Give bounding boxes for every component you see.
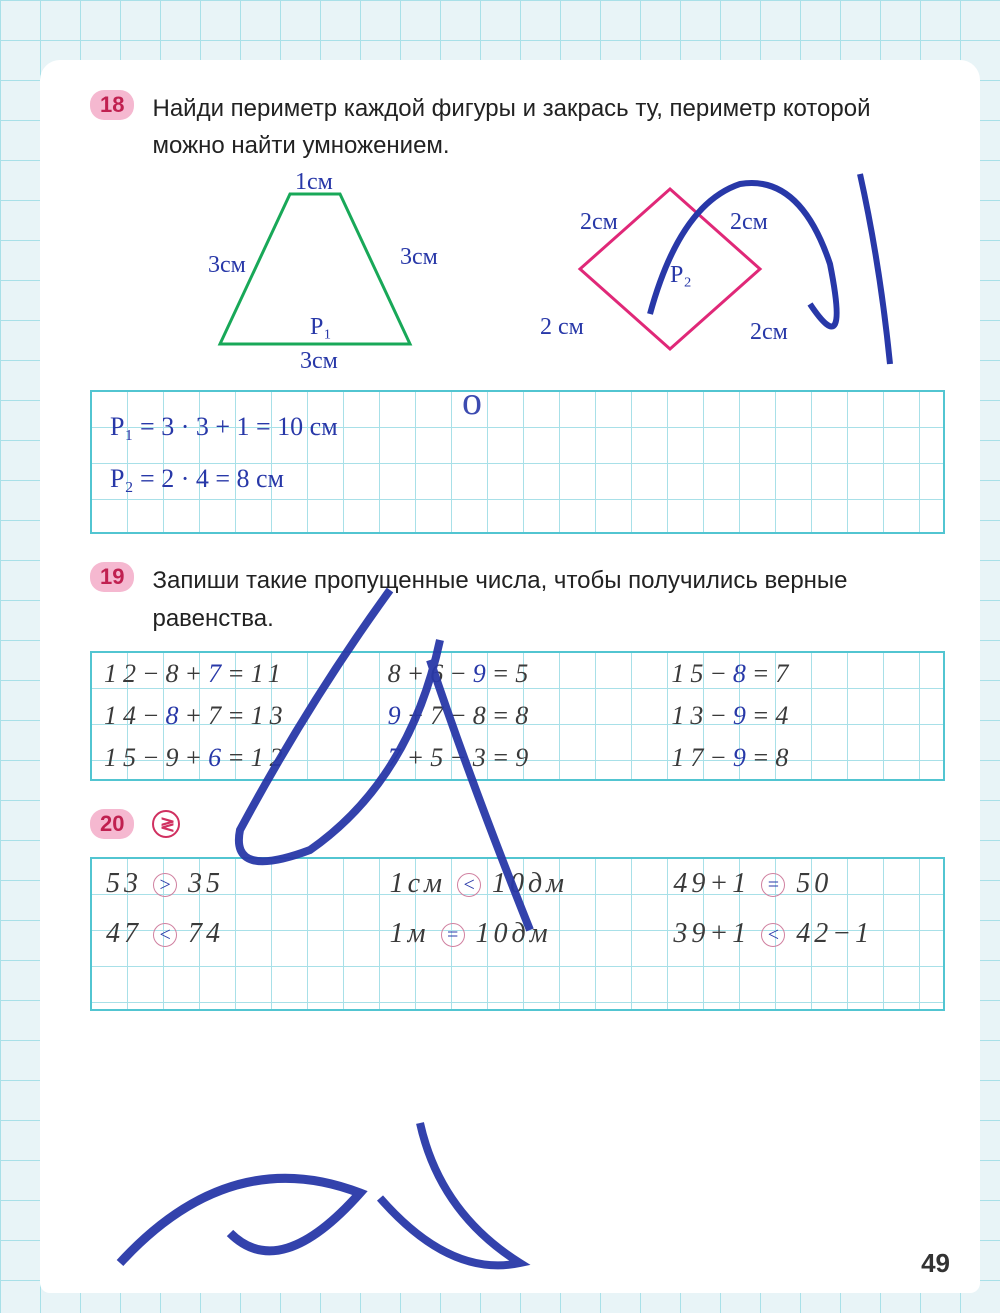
eq-cell: 17−9=8 bbox=[659, 743, 943, 773]
answer-grid-18: P₁ = 3 · 3 + 1 = 10 см P₂ = 2 · 4 = 8 см… bbox=[90, 390, 945, 534]
task-header: 18 Найди периметр каждой фигуры и закрас… bbox=[90, 90, 945, 164]
trapezoid-top-label: 1см bbox=[295, 169, 333, 196]
cmp-cell: 39+1 < 42−1 bbox=[659, 918, 943, 950]
shapes-area: 1см 3см 3см 3см P₁ 2см 2см 2 см 2см P₂ bbox=[90, 174, 945, 384]
trapezoid-bottom-label: 3см bbox=[300, 348, 338, 375]
eq-cell: 15−8=7 bbox=[659, 659, 943, 689]
watermark-dot: о bbox=[462, 377, 482, 424]
square-bl-label: 2 см bbox=[540, 314, 584, 341]
trapezoid-right-label: 3см bbox=[400, 244, 438, 271]
watermark-stroke-1 bbox=[620, 164, 960, 384]
watermark-stroke-3 bbox=[80, 1103, 580, 1303]
task-number-badge: 18 bbox=[90, 90, 134, 120]
task-number-badge: 19 bbox=[90, 562, 134, 592]
trapezoid-center-label: P₁ bbox=[310, 314, 332, 341]
square-tl-label: 2см bbox=[580, 209, 618, 236]
cmp-cell: 49+1 = 50 bbox=[659, 868, 943, 900]
watermark-stroke-2 bbox=[160, 580, 560, 980]
task-19: 19 Запиши такие пропущенные числа, чтобы… bbox=[90, 562, 945, 780]
workbook-page: 18 Найди периметр каждой фигуры и закрас… bbox=[40, 60, 980, 1293]
answer-line-2: P₂ = 2 · 4 = 8 см bbox=[110, 464, 284, 494]
task-number-badge: 20 bbox=[90, 809, 134, 839]
task-18: 18 Найди периметр каждой фигуры и закрас… bbox=[90, 90, 945, 534]
trapezoid-left-label: 3см bbox=[208, 252, 246, 279]
eq-cell: 13−9=4 bbox=[659, 701, 943, 731]
page-number: 49 bbox=[921, 1248, 950, 1279]
task-text: Найди периметр каждой фигуры и закрась т… bbox=[152, 90, 945, 164]
answer-line-1: P₁ = 3 · 3 + 1 = 10 см bbox=[110, 412, 338, 442]
